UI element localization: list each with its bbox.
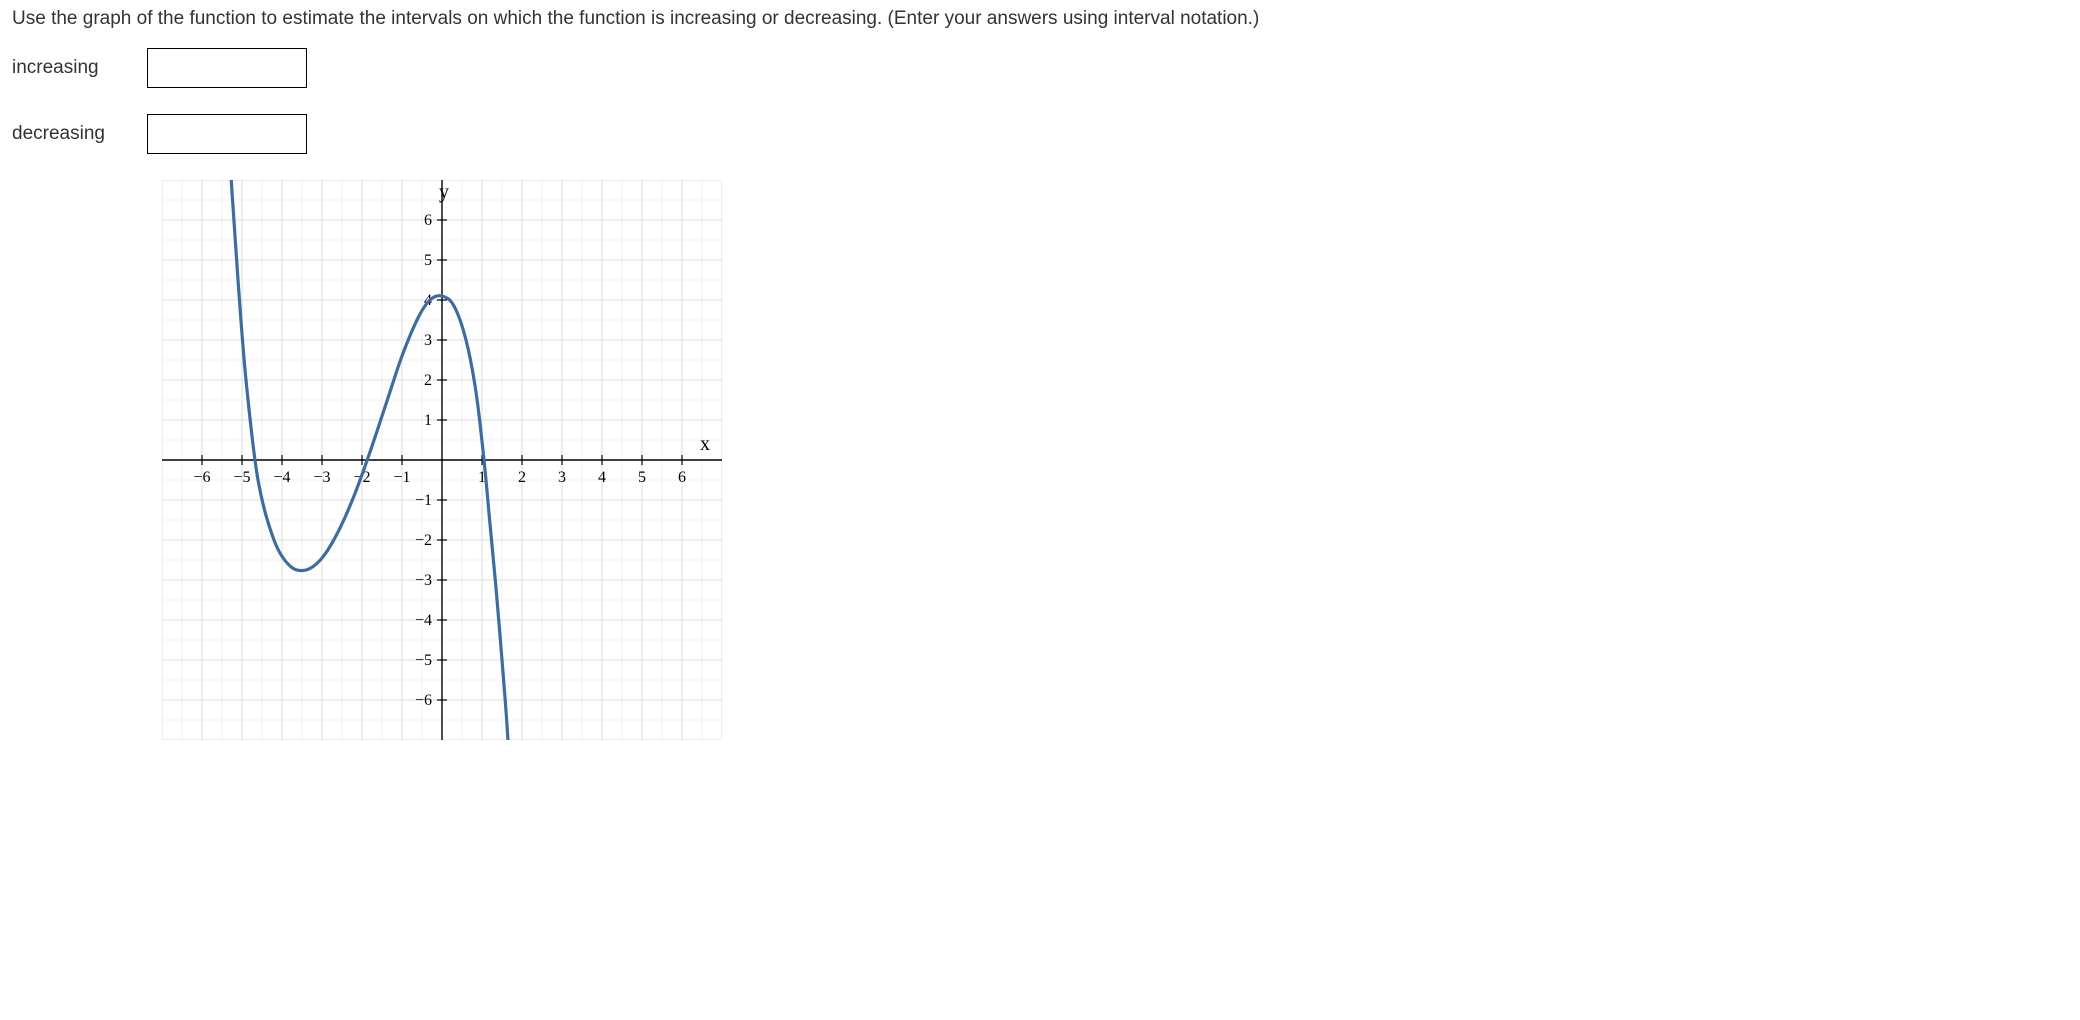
svg-text:−4: −4 bbox=[273, 469, 290, 486]
svg-text:6: 6 bbox=[424, 212, 432, 229]
decreasing-row: decreasing bbox=[12, 114, 2068, 154]
svg-text:3: 3 bbox=[424, 332, 432, 349]
increasing-input[interactable] bbox=[147, 48, 307, 88]
svg-text:−1: −1 bbox=[393, 469, 410, 486]
function-graph: −6−5−4−3−2−1123456−6−5−4−3−2−1123456xy bbox=[162, 180, 2068, 746]
svg-text:−3: −3 bbox=[313, 469, 330, 486]
svg-text:−5: −5 bbox=[233, 469, 250, 486]
svg-text:5: 5 bbox=[424, 252, 432, 269]
svg-text:x: x bbox=[700, 433, 710, 455]
increasing-row: increasing bbox=[12, 48, 2068, 88]
svg-text:−1: −1 bbox=[415, 492, 432, 509]
svg-text:5: 5 bbox=[638, 469, 646, 486]
svg-text:1: 1 bbox=[424, 412, 432, 429]
svg-text:−3: −3 bbox=[415, 572, 432, 589]
svg-text:y: y bbox=[439, 181, 449, 203]
increasing-label: increasing bbox=[12, 57, 147, 79]
svg-text:2: 2 bbox=[518, 469, 526, 486]
svg-text:3: 3 bbox=[558, 469, 566, 486]
decreasing-input[interactable] bbox=[147, 114, 307, 154]
svg-text:−2: −2 bbox=[415, 532, 432, 549]
svg-text:−6: −6 bbox=[193, 469, 210, 486]
svg-text:−6: −6 bbox=[415, 692, 432, 709]
svg-text:−4: −4 bbox=[415, 612, 432, 629]
svg-text:4: 4 bbox=[598, 469, 606, 486]
graph-svg: −6−5−4−3−2−1123456−6−5−4−3−2−1123456xy bbox=[162, 180, 722, 740]
decreasing-label: decreasing bbox=[12, 123, 147, 145]
svg-text:2: 2 bbox=[424, 372, 432, 389]
question-prompt: Use the graph of the function to estimat… bbox=[12, 8, 2068, 30]
svg-text:6: 6 bbox=[678, 469, 686, 486]
svg-text:−5: −5 bbox=[415, 652, 432, 669]
